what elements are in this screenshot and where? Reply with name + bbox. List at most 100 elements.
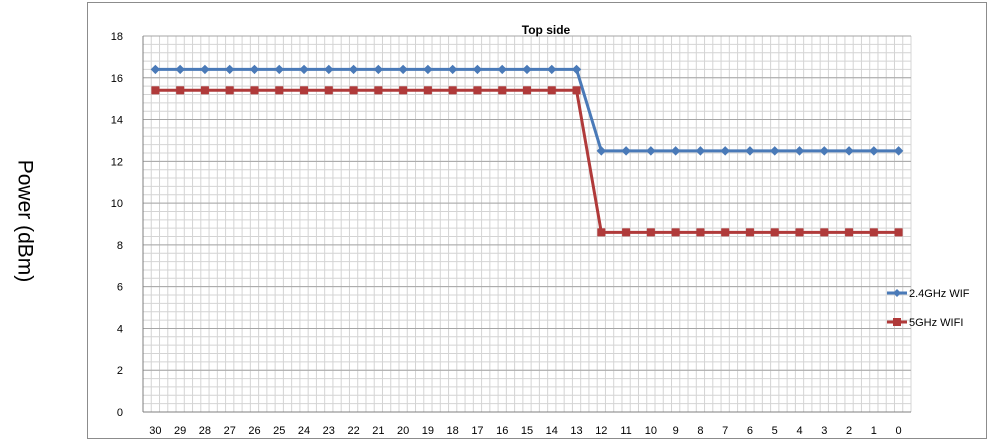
data-point-marker <box>572 86 581 95</box>
data-point-marker <box>670 146 681 156</box>
x-tick-label: 9 <box>673 425 679 437</box>
data-point-marker <box>622 228 631 237</box>
data-point-marker <box>621 146 631 156</box>
data-point-marker <box>324 86 333 95</box>
legend-swatch-marker <box>893 318 901 326</box>
data-point-marker <box>869 146 879 156</box>
data-point-marker <box>373 64 384 75</box>
x-tick-label: 10 <box>645 425 657 437</box>
x-tick-label: 26 <box>248 425 260 437</box>
data-point-marker <box>423 86 432 95</box>
data-point-marker <box>646 228 655 237</box>
data-point-marker <box>523 86 531 95</box>
plot-area <box>143 36 911 412</box>
data-point-marker <box>894 228 903 237</box>
y-tick-label: 16 <box>111 73 123 85</box>
data-point-marker <box>399 86 408 95</box>
x-tick-label: 8 <box>697 425 703 437</box>
chart-title: Top side <box>522 23 571 37</box>
data-point-marker <box>795 228 804 237</box>
data-point-marker <box>250 86 259 95</box>
y-tick-label: 12 <box>111 156 123 168</box>
data-point-marker <box>770 228 779 237</box>
x-tick-label: 15 <box>521 425 533 437</box>
x-tick-label: 12 <box>595 425 607 437</box>
x-tick-label: 18 <box>447 425 459 437</box>
data-point-marker <box>819 146 829 156</box>
data-point-marker <box>423 64 433 75</box>
data-point-marker <box>448 86 457 95</box>
data-point-marker <box>200 64 210 75</box>
data-point-marker <box>300 86 309 95</box>
x-tick-label: 22 <box>347 425 359 437</box>
x-tick-label: 25 <box>273 425 285 437</box>
y-tick-label: 10 <box>111 198 123 210</box>
data-point-marker <box>869 228 878 237</box>
data-point-marker <box>720 146 730 156</box>
legend-label: 2.4GHz WIF <box>909 288 970 300</box>
x-tick-label: 7 <box>722 425 728 437</box>
x-tick-label: 3 <box>821 425 827 437</box>
y-axis-caption-text: Power (dBm) <box>13 159 36 282</box>
data-point-marker <box>547 64 557 75</box>
y-tick-label: 0 <box>117 407 123 419</box>
data-point-marker <box>696 228 705 237</box>
data-point-marker <box>151 86 160 95</box>
x-tick-label: 30 <box>149 425 161 437</box>
legend: 2.4GHz WIF 5GHz WIFI <box>887 288 970 329</box>
y-axis-caption: Power (dBm) <box>4 0 44 441</box>
x-tick-label: 21 <box>372 425 384 437</box>
data-point-marker <box>498 86 507 95</box>
y-tick-label: 4 <box>117 323 123 335</box>
data-point-marker <box>596 146 607 156</box>
data-point-marker <box>721 228 730 237</box>
data-point-marker <box>249 64 260 75</box>
x-tick-label: 27 <box>224 425 236 437</box>
x-tick-label: 13 <box>570 425 582 437</box>
y-tick-label: 8 <box>117 240 123 252</box>
x-tick-label: 4 <box>796 425 802 437</box>
data-point-marker <box>522 64 532 75</box>
chart-area: 0 2 4 6 8 10 12 14 16 18 30 29 28 27 26 25 24 23 22 21 20 19 1… <box>87 2 987 439</box>
x-tick-label: 11 <box>620 425 631 437</box>
x-tick-label: 14 <box>546 425 558 437</box>
data-point-marker <box>175 64 185 75</box>
data-point-marker <box>324 64 334 75</box>
grid <box>142 35 912 413</box>
data-point-marker <box>349 86 358 95</box>
data-point-marker <box>820 228 829 237</box>
data-point-marker <box>547 86 556 95</box>
data-point-marker <box>447 64 458 75</box>
y-tick-label: 2 <box>117 365 123 377</box>
data-point-marker <box>200 86 209 95</box>
data-point-marker <box>473 86 482 95</box>
data-point-marker <box>844 146 854 156</box>
y-tick-label: 14 <box>111 115 123 127</box>
data-point-marker <box>745 228 754 237</box>
x-tick-label: 2 <box>846 425 852 437</box>
data-point-marker <box>176 86 185 95</box>
x-tick-label: 23 <box>323 425 335 437</box>
data-point-marker <box>275 86 284 95</box>
data-point-marker <box>893 146 904 156</box>
y-tick-label: 18 <box>111 31 123 43</box>
x-tick-label: 19 <box>422 425 434 437</box>
x-tick-label: 24 <box>298 425 310 437</box>
data-point-marker <box>348 64 359 75</box>
data-point-marker <box>695 146 706 156</box>
data-point-marker <box>671 228 680 237</box>
x-tick-label: 20 <box>397 425 409 437</box>
legend-entry: 2.4GHz WIF <box>887 288 970 300</box>
data-point-marker <box>497 64 507 75</box>
data-point-marker <box>845 228 854 237</box>
data-point-marker <box>646 146 656 156</box>
x-tick-label: 5 <box>772 425 778 437</box>
data-point-marker <box>274 64 284 75</box>
x-tick-label: 28 <box>199 425 211 437</box>
data-point-marker <box>299 64 309 75</box>
x-tick-label: 0 <box>896 425 902 437</box>
x-tick-label: 17 <box>471 425 483 437</box>
data-point-marker <box>571 64 582 75</box>
